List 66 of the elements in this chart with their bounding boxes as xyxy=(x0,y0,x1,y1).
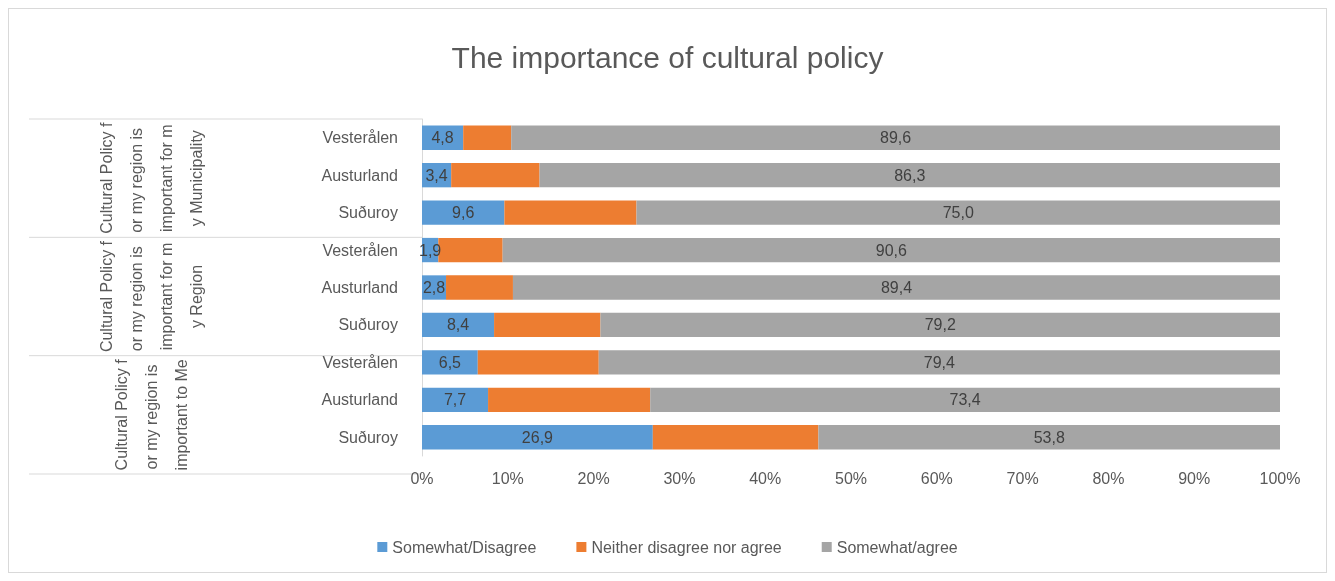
bar xyxy=(600,312,1280,338)
bar xyxy=(446,275,513,300)
text: Cultural Policy for my region is important for my Municipality xyxy=(97,122,205,234)
x-tick-label: 90% xyxy=(1178,469,1211,487)
y-tick-label: Suðuroy xyxy=(338,204,398,222)
data-label: 26,9 xyxy=(521,428,554,446)
bar xyxy=(494,312,601,338)
data-label: 4,8 xyxy=(431,129,454,147)
y-tick-label: Austurland xyxy=(321,391,398,409)
legend-label: Somewhat/agree xyxy=(836,538,958,556)
bar xyxy=(512,275,1280,300)
bar xyxy=(451,163,540,188)
x-tick-label: 70% xyxy=(1006,469,1039,487)
bar xyxy=(636,200,1280,225)
legend-label: Somewhat/Disagree xyxy=(392,538,537,556)
data-label: 86,3 xyxy=(894,166,926,184)
y-tick-label: Suðuroy xyxy=(338,428,398,446)
y-tick-label: Vesterålen xyxy=(322,353,398,371)
bar xyxy=(422,387,489,412)
bar xyxy=(422,312,495,338)
bar xyxy=(477,350,599,375)
chart-title: The importance of cultural policy xyxy=(451,40,884,74)
bar xyxy=(422,425,653,450)
bar xyxy=(504,200,637,225)
data-label: 3,4 xyxy=(425,166,448,184)
bar xyxy=(422,350,478,375)
bar xyxy=(511,125,1280,150)
bar xyxy=(650,387,1280,412)
data-label: 90,6 xyxy=(875,241,907,259)
bar xyxy=(422,200,505,225)
x-tick-label: 10% xyxy=(491,469,524,487)
x-tick-label: 100% xyxy=(1259,469,1301,487)
y-tick-label: Austurland xyxy=(321,279,398,296)
bar xyxy=(652,425,819,450)
y-tick-label: Suðuroy xyxy=(338,316,398,334)
bar xyxy=(502,237,1280,263)
bar xyxy=(463,125,512,150)
y-tick-label: Austurland xyxy=(321,166,398,184)
data-label: 8,4 xyxy=(446,316,470,334)
data-label: 75,0 xyxy=(942,204,974,222)
x-tick-label: 40% xyxy=(749,469,782,487)
data-label: 2,8 xyxy=(422,279,446,296)
bar xyxy=(598,350,1280,375)
text: Cultural Policy for my region is important to Me xyxy=(112,358,190,471)
bar xyxy=(488,387,651,412)
bar xyxy=(539,163,1280,188)
data-label: 6,5 xyxy=(438,353,462,371)
data-label: 89,4 xyxy=(880,279,913,296)
x-tick-label: 50% xyxy=(834,469,868,487)
x-tick-label: 30% xyxy=(663,469,696,487)
bar xyxy=(818,425,1280,450)
data-label: 79,2 xyxy=(924,316,956,334)
x-tick-label: 60% xyxy=(920,469,953,487)
legend-label: Neither disagree nor agree xyxy=(591,538,782,556)
x-tick-label: 0% xyxy=(410,469,434,487)
x-tick-label: 20% xyxy=(577,469,610,487)
y-tick-label: Vesterålen xyxy=(322,129,398,147)
data-label: 79,4 xyxy=(923,353,956,371)
data-label: 89,6 xyxy=(880,129,912,147)
text: Cultural Policy for my region is important for my Region xyxy=(97,240,205,353)
data-label: 7,7 xyxy=(443,391,467,409)
data-label: 53,8 xyxy=(1033,428,1065,446)
y-tick-label: Vesterålen xyxy=(322,241,398,259)
x-tick-label: 80% xyxy=(1092,469,1125,487)
data-label: 73,4 xyxy=(949,391,981,409)
data-label: 9,6 xyxy=(452,204,475,222)
